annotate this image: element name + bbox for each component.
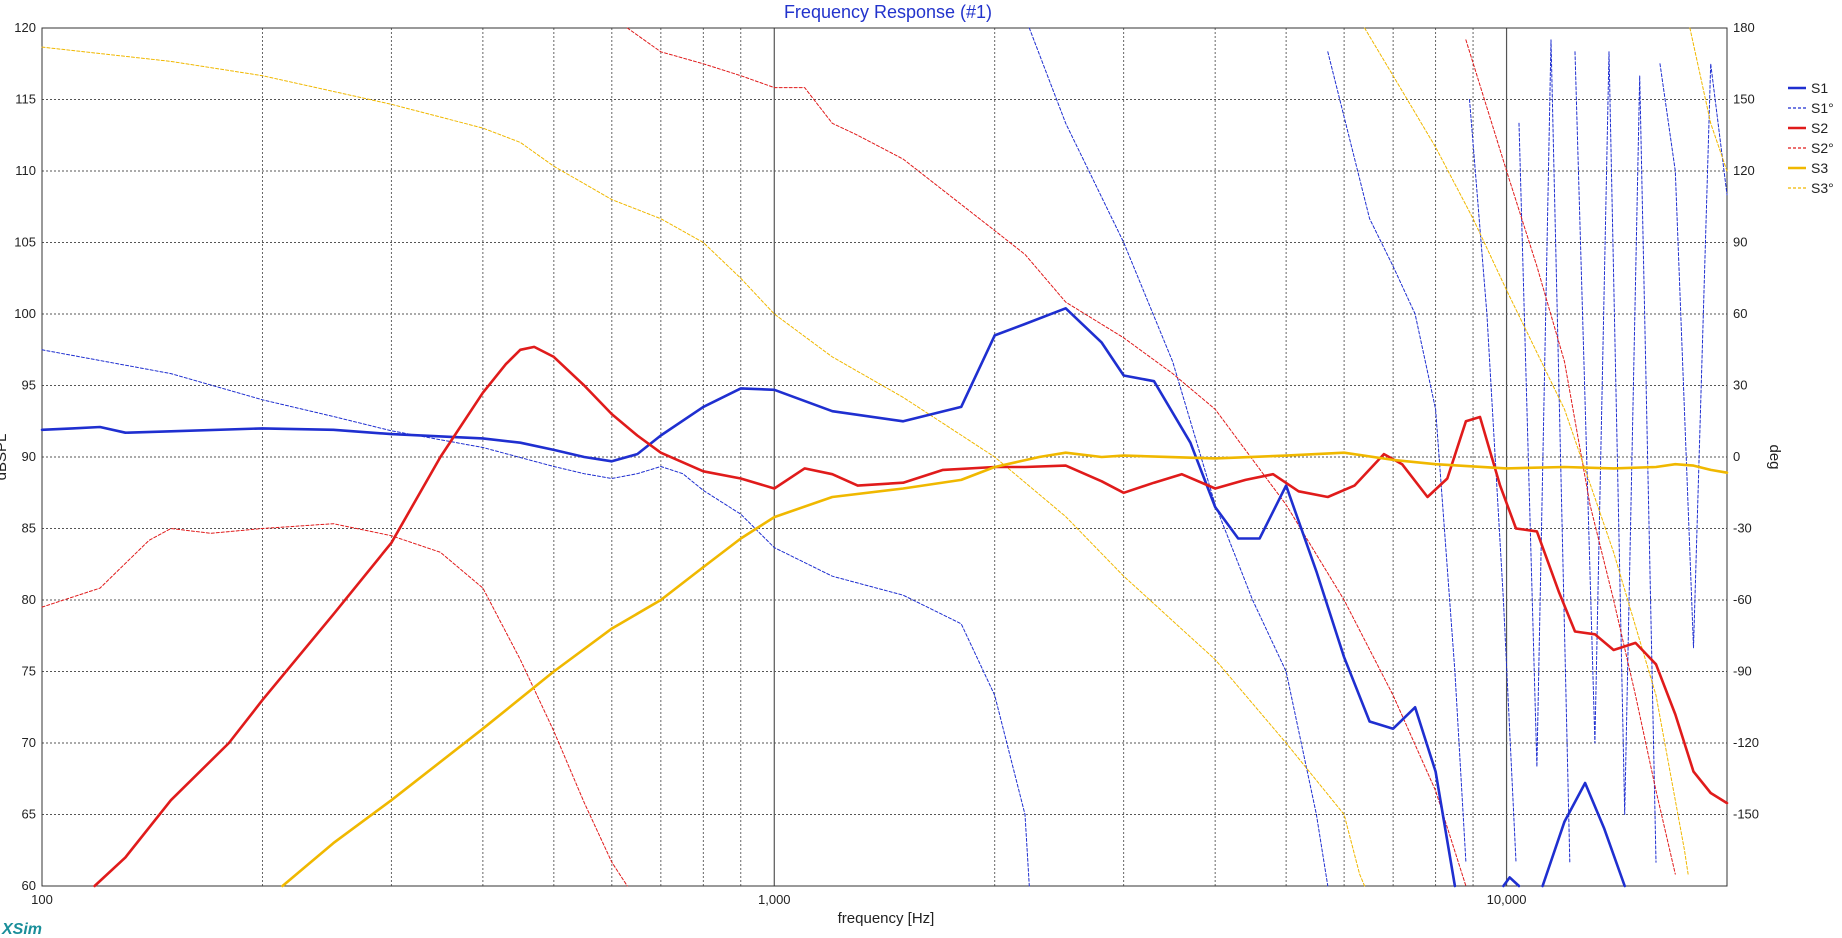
series-line-s2 (93, 345, 1729, 888)
legend-label: S3° (1811, 180, 1834, 196)
series-line-s2-phase (626, 27, 1467, 887)
y2-tick-label: -30 (1733, 521, 1752, 536)
series-line-s3 (281, 451, 1729, 888)
legend: S1 S1° S2 S2° S3 S3° (1788, 80, 1834, 196)
y-tick-label: 65 (22, 807, 36, 822)
brand-logo: XSim (1, 921, 42, 938)
y2-tick-label: 180 (1733, 20, 1755, 35)
legend-label: S3 (1811, 160, 1828, 176)
series-line-s1-phase (41, 349, 1030, 887)
x-axis-label: frequency [Hz] (838, 910, 935, 927)
series-line-s1-phase (1327, 51, 1467, 863)
y2-tick-label: -60 (1733, 592, 1752, 607)
y2-tick-label: 0 (1733, 449, 1740, 464)
y-tick-label: 120 (14, 20, 36, 35)
series-line-s1-phase (1469, 99, 1517, 863)
legend-label: S1 (1811, 80, 1828, 96)
grid (42, 28, 1727, 886)
x-tick-label: 10,000 (1487, 892, 1527, 907)
series-line-s1-phase (1659, 63, 1728, 649)
y2-tick-label: 150 (1733, 92, 1755, 107)
y-axis-label: dBSPL (0, 434, 10, 481)
series-line-s1 (40, 306, 1457, 888)
y-tick-label: 115 (15, 92, 36, 107)
y2-tick-label: -150 (1733, 807, 1759, 822)
y-tick-label: 100 (14, 306, 36, 321)
y2-tick-label: 30 (1733, 378, 1747, 393)
y-tick-label: 105 (14, 235, 36, 250)
y-tick-label: 95 (22, 378, 36, 393)
y-tick-label: 60 (22, 878, 36, 893)
legend-item: S3° (1788, 180, 1834, 196)
series-layer (40, 27, 1729, 888)
legend-item: S2 (1788, 120, 1828, 136)
chart-title: Frequency Response (#1) (784, 2, 992, 22)
series-line-s3-phase (1364, 27, 1689, 875)
series-line-s1 (1541, 781, 1626, 888)
series-line-s1-phase (1574, 51, 1657, 863)
y-tick-label: 90 (22, 449, 36, 464)
y2-tick-label: 120 (1733, 163, 1755, 178)
x-tick-label: 1,000 (758, 892, 791, 907)
legend-item: S1 (1788, 80, 1828, 96)
series-line-s3-phase (41, 46, 1366, 887)
y-tick-label: 80 (22, 592, 36, 607)
legend-label: S1° (1811, 100, 1834, 116)
legend-label: S2° (1811, 140, 1834, 156)
y2-tick-label: 90 (1733, 235, 1747, 250)
legend-label: S2 (1811, 120, 1828, 136)
plot-frame (41, 27, 1728, 887)
y-tick-label: 75 (22, 664, 36, 679)
legend-item: S1° (1788, 100, 1834, 116)
y2-tick-label: -120 (1733, 735, 1759, 750)
series-line-s1 (1502, 876, 1521, 888)
series-line-s3-phase (1689, 27, 1728, 172)
y2-axis-label: deg (1766, 444, 1783, 469)
y-tick-label: 110 (15, 163, 36, 178)
x-tick-label: 100 (31, 892, 53, 907)
y-tick-label: 70 (22, 735, 36, 750)
series-line-s2-phase (41, 523, 628, 887)
legend-item: S2° (1788, 140, 1834, 156)
legend-item: S3 (1788, 160, 1828, 176)
y2-tick-label: 60 (1733, 306, 1747, 321)
series-line-s2-phase (1465, 39, 1676, 875)
series-line-s1-phase (1518, 39, 1571, 863)
y-tick-label: 85 (22, 521, 36, 536)
y2-tick-label: -90 (1733, 664, 1752, 679)
tick-labels: 60 65 70 75 80 85 90 95 100 105 110 115 120 -150 -120 -… (14, 20, 1759, 907)
